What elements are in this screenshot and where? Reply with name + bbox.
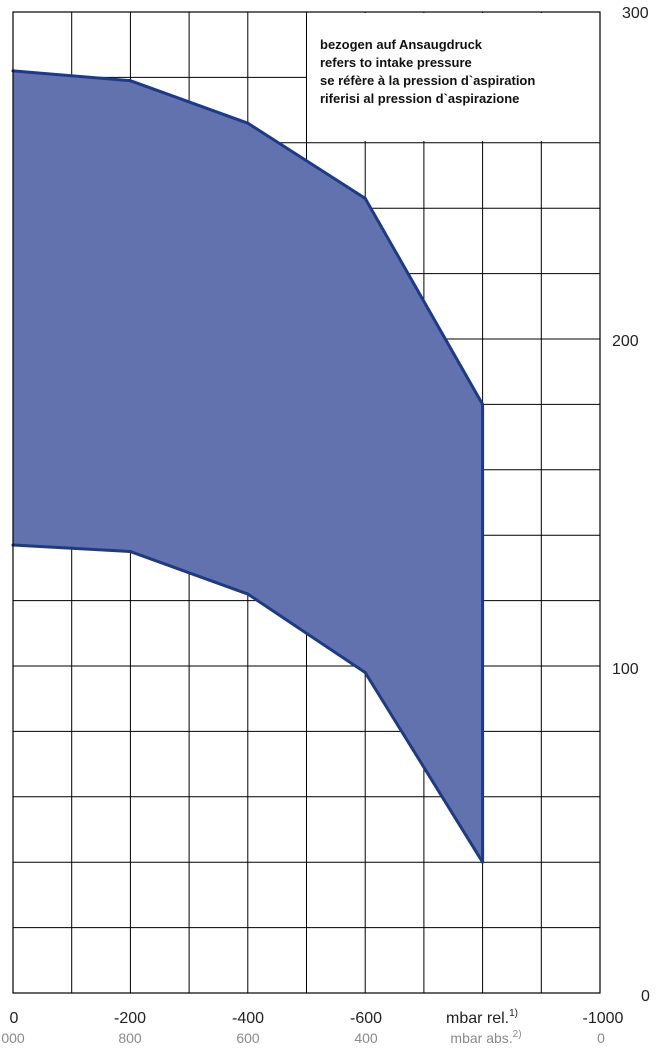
x-unit-abs-label: mbar abs.2)	[450, 1029, 521, 1046]
x-tick-label-rel-200: -200	[114, 1010, 146, 1027]
lower-boundary-point	[363, 671, 367, 675]
x-tick-label-abs-600: 600	[236, 1030, 260, 1046]
annotation-line-4: riferisi al pression d`aspirazione	[320, 91, 519, 106]
x-tick-label-rel-600: -600	[350, 1010, 382, 1027]
upper-boundary-point	[481, 402, 485, 406]
x-unit-rel-footnote: 1)	[509, 1008, 518, 1019]
lower-boundary-point	[128, 550, 132, 554]
x-tick-label-rel-400: -400	[232, 1010, 264, 1027]
plot-border	[12, 11, 601, 994]
operating-area	[11, 69, 485, 864]
operating-area-fill	[13, 70, 483, 863]
x-unit-rel-label: mbar rel.1)	[446, 1008, 518, 1027]
annotation-line-1: bezogen auf Ansaugdruck	[320, 37, 483, 52]
lower-boundary-point	[246, 592, 250, 596]
x-unit-abs-text: mbar abs.	[450, 1030, 512, 1046]
annotation-line-2: refers to intake pressure	[320, 55, 472, 70]
annotation-box: bezogen auf Ansaugdruck refers to intake…	[307, 13, 600, 141]
x-unit-rel-text: mbar rel.	[446, 1010, 509, 1027]
x-unit-abs-footnote: 2)	[513, 1029, 522, 1040]
y-tick-label-200: 200	[612, 333, 639, 350]
x-tick-label-abs-0: 0	[597, 1030, 605, 1046]
y-axis-tick-labels: 300 200 100 0	[612, 5, 650, 1005]
upper-boundary-point	[246, 121, 250, 125]
x-tick-label-rel-0: 0	[10, 1010, 19, 1027]
upper-boundary-point	[363, 196, 367, 200]
y-tick-label-300: 300	[622, 5, 649, 22]
annotation-background	[307, 13, 600, 141]
x-tick-label-abs-400: 400	[354, 1030, 378, 1046]
annotation-line-3: se réfère à la pression d`aspiration	[320, 73, 535, 88]
x-tick-label-abs-800: 800	[118, 1030, 142, 1046]
x-tick-label-abs-1000: 000	[1, 1030, 25, 1046]
x-tick-label-rel-1000: -1000	[583, 1010, 624, 1027]
lower-boundary-point	[481, 860, 485, 864]
x-axis-tick-labels: 0 -200 -400 -600 -1000 000 800 600 400 0…	[1, 1008, 623, 1046]
upper-boundary-point	[128, 79, 132, 83]
y-tick-label-0: 0	[641, 988, 650, 1005]
y-tick-label-100: 100	[612, 661, 639, 678]
plot-frame	[12, 11, 601, 994]
